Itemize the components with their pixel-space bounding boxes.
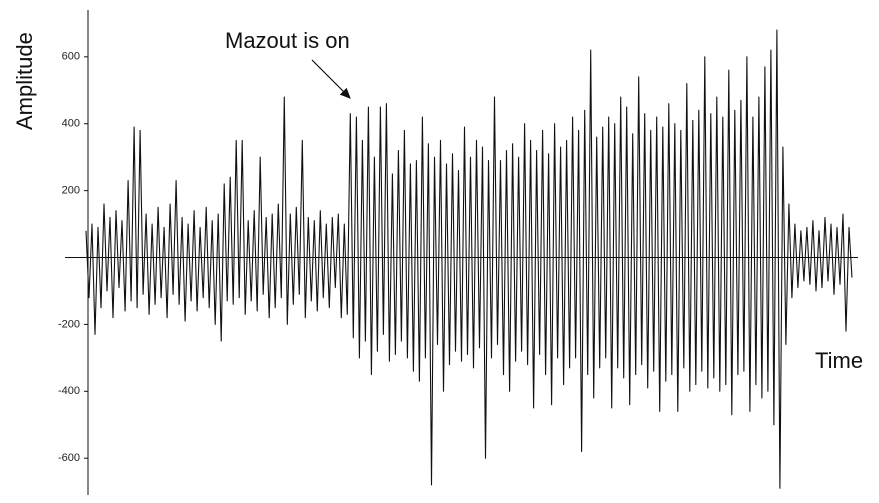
plot-area: 600 400 200 -200 -400 -600	[58, 10, 858, 495]
signal-line	[85, 29, 853, 489]
y-tick-label: 200	[62, 185, 80, 197]
y-axis-label: Amplitude	[12, 32, 37, 130]
y-tick-label: -400	[58, 385, 80, 397]
annotation-arrow	[311, 59, 351, 99]
y-tick-label: -200	[58, 318, 80, 330]
y-tick-label: -600	[58, 452, 80, 464]
y-tick-label: 600	[62, 51, 80, 63]
x-axis-label: Time	[815, 348, 863, 373]
annotation: Mazout is on	[225, 28, 350, 53]
y-tick-label: 400	[62, 118, 80, 130]
